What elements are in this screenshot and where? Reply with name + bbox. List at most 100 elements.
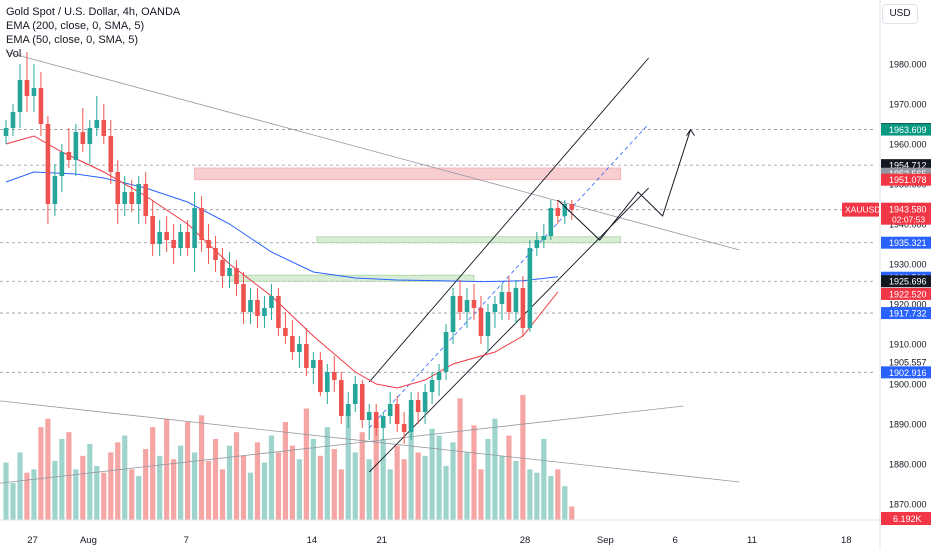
candle-body	[331, 372, 337, 380]
volume-bar	[191, 452, 198, 520]
volume-bar	[352, 452, 358, 520]
volume-bar	[247, 472, 254, 520]
legend-symbol[interactable]: Gold Spot / U.S. Dollar, 4h, OANDA	[6, 6, 181, 18]
candle-body	[387, 404, 393, 416]
candle-body	[73, 132, 79, 160]
price-badge	[881, 236, 931, 249]
candle-body	[345, 404, 351, 416]
volume-bar	[422, 455, 428, 520]
chart-legend: Gold Spot / U.S. Dollar, 4h, OANDA EMA (…	[6, 5, 180, 61]
volume-bar	[198, 415, 205, 520]
candle-body	[94, 120, 100, 128]
candle-body	[492, 304, 498, 312]
volume-bar	[66, 432, 72, 520]
candle-body	[3, 128, 9, 136]
candle-body	[366, 412, 372, 420]
volume-bar	[387, 469, 393, 520]
candle-body	[394, 404, 400, 424]
volume-bar	[219, 469, 226, 520]
volume-bar	[80, 455, 86, 520]
legend-ema50[interactable]: EMA (50, close, 0, SMA, 5)	[6, 34, 139, 46]
candle-body	[429, 380, 435, 392]
candle-body	[241, 284, 246, 312]
candle-body	[45, 124, 51, 204]
candle-body	[157, 232, 162, 244]
candle-body	[262, 308, 267, 316]
volume-bar	[541, 438, 547, 520]
symbol-tag	[842, 202, 879, 217]
volume-bar	[185, 422, 191, 520]
candle-body	[150, 216, 155, 244]
legend-volume[interactable]: Vol	[6, 48, 22, 60]
legend-ema200[interactable]: EMA (200, close, 0, SMA, 5)	[6, 20, 145, 32]
price-badge-label: 1902.916	[889, 368, 927, 378]
ema50-line	[5, 135, 559, 389]
candle-body	[101, 120, 107, 136]
trend-line	[5, 51, 740, 251]
volume-bar	[436, 435, 442, 520]
candle-body	[122, 192, 128, 204]
candle-body	[499, 292, 505, 304]
grid-layer	[0, 129, 876, 373]
candle-body	[304, 344, 309, 368]
volume-bar	[478, 469, 484, 520]
x-tick-label: 7	[184, 535, 189, 546]
price-badge-label: 1954.712	[889, 161, 927, 171]
last-price-badge	[881, 202, 931, 225]
candle-body	[506, 292, 512, 312]
candle-body	[373, 412, 379, 428]
volume-bar	[324, 427, 330, 520]
volume-bar	[485, 438, 491, 520]
candle-body	[485, 312, 491, 336]
projection-arrowhead	[686, 128, 695, 136]
volume-bar	[143, 449, 149, 520]
volume-layer	[3, 395, 575, 520]
volume-bar	[240, 455, 247, 520]
volume-bar	[261, 462, 268, 520]
candle-body	[569, 204, 575, 210]
candle-body	[129, 192, 135, 204]
y-tick-label: 1920.000	[889, 300, 927, 310]
volume-bar	[87, 443, 93, 520]
zone-red	[194, 167, 622, 181]
y-tick-label: 1980.000	[889, 60, 927, 70]
volume-bar	[178, 445, 184, 520]
volume-bar	[10, 482, 16, 520]
volume-bar	[520, 395, 526, 520]
volume-bar	[289, 445, 295, 520]
price-badge	[881, 307, 931, 320]
volume-bar	[492, 418, 498, 520]
y-tick-label: 1960.000	[889, 140, 927, 150]
last-price-value: 1943.580	[889, 205, 927, 215]
candle-body	[234, 268, 239, 284]
candle-body	[255, 300, 260, 316]
volume-bar	[101, 472, 107, 520]
candle-body	[66, 152, 72, 160]
volume-bar	[457, 398, 463, 520]
y-tick-label: 1870.000	[889, 500, 927, 510]
candle-body	[108, 136, 114, 172]
candle-body	[115, 172, 121, 204]
candle-body	[415, 400, 421, 412]
candle-body	[548, 208, 554, 236]
candle-body	[178, 232, 183, 248]
candle-body	[59, 152, 65, 176]
volume-bar	[226, 445, 233, 520]
currency-button[interactable]: USD	[882, 4, 918, 24]
x-tick-label: 6	[673, 535, 678, 546]
candle-body	[199, 208, 204, 240]
price-axis-bg	[880, 0, 932, 520]
last-price-countdown: 02:07:53	[892, 215, 925, 225]
x-tick-label: 21	[377, 535, 388, 546]
volume-bar	[429, 428, 435, 520]
candle-body	[185, 232, 190, 248]
volume-bar	[359, 432, 365, 520]
volume-bar	[108, 452, 114, 520]
x-tick-label: 28	[520, 535, 531, 546]
volume-bar	[513, 460, 519, 520]
volume-bar	[317, 455, 323, 520]
y-tick-label: 1890.000	[889, 420, 927, 430]
price-badge-label: 1925.696	[889, 277, 927, 287]
